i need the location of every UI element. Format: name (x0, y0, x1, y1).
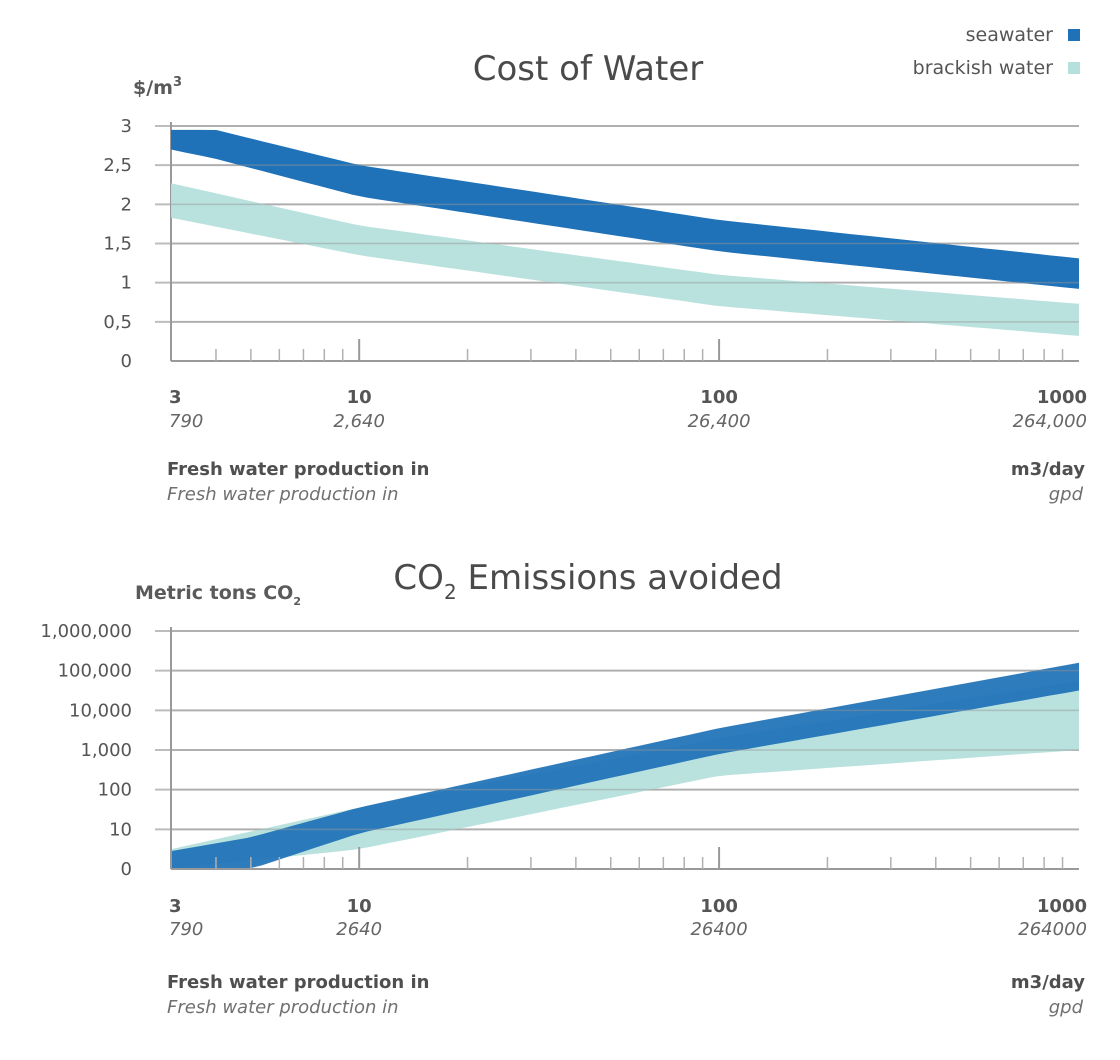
chart2-series (171, 630, 1079, 869)
legend-entry-seawater-label: seawater (966, 24, 1054, 46)
co2-emissions-chart: CO2 Emissions avoided Metric tons CO2 0 1… (40, 558, 1087, 1018)
x-tick-label-secondary: 26400 (690, 919, 747, 940)
chart2-x-unit: m3/day (1011, 972, 1085, 993)
chart1-x-axis: 3 790 10 2,640 100 26,400 1000 264,000 (169, 339, 1087, 432)
y-tick-label: 0 (121, 351, 132, 372)
x-tick-label-secondary: 2640 (336, 919, 382, 940)
chart1-x-axis-label: Fresh water production in (167, 459, 429, 480)
x-tick-label-secondary: 790 (169, 919, 203, 940)
legend-entry-seawater-swatch (1068, 29, 1080, 41)
chart2-y-axis-label: Metric tons CO2 (135, 582, 301, 608)
y-tick-label: 3 (121, 116, 132, 137)
y-tick-label: 0 (121, 859, 132, 880)
chart2-title: CO2 Emissions avoided (393, 558, 782, 604)
legend-entry-brackish-swatch (1068, 62, 1080, 74)
x-tick-label-secondary: 26,400 (688, 411, 751, 432)
x-tick-label: 100 (700, 387, 738, 408)
x-tick-label-secondary: 790 (169, 411, 203, 432)
y-tick-label: 2 (121, 194, 132, 215)
x-tick-label: 3 (169, 896, 182, 917)
y-tick-label: 1,000,000 (40, 621, 132, 642)
chart1-x-unit-secondary: gpd (1049, 484, 1084, 505)
chart2-y-ticks: 0 10 100 1,000 10,000 100,000 1,000,000 (40, 621, 132, 880)
y-tick-label: 10 (109, 819, 132, 840)
chart2-x-unit-secondary: gpd (1049, 997, 1084, 1018)
chart1-series (171, 125, 1079, 336)
x-tick-label-secondary: 264000 (1018, 919, 1087, 940)
y-tick-label: 100 (98, 780, 132, 801)
chart1-x-unit: m3/day (1011, 459, 1085, 480)
cost-of-water-chart: Cost of Water $/m3 0 0,5 1 1,5 2 2,5 3 3 790 10 2… (103, 49, 1087, 505)
x-tick-label: 10 (347, 896, 372, 917)
chart2-x-axis-label: Fresh water production in (167, 972, 429, 993)
y-tick-label: 2,5 (103, 155, 132, 176)
x-tick-label-secondary: 264,000 (1013, 411, 1087, 432)
y-tick-label: 10,000 (69, 700, 132, 721)
chart1-title: Cost of Water (473, 49, 704, 89)
x-tick-label: 1000 (1037, 896, 1087, 917)
x-tick-label-secondary: 2,640 (333, 411, 385, 432)
chart2-x-axis-label-secondary: Fresh water production in (167, 997, 399, 1018)
x-tick-label: 1000 (1037, 387, 1087, 408)
y-tick-label: 100,000 (58, 661, 132, 682)
chart1-y-ticks: 0 0,5 1 1,5 2 2,5 3 (103, 116, 132, 372)
y-tick-label: 0,5 (103, 312, 132, 333)
x-tick-label: 10 (347, 387, 372, 408)
y-tick-label: 1,5 (103, 234, 132, 255)
legend-entry-brackish-label: brackish water (913, 57, 1054, 79)
y-tick-label: 1 (121, 273, 132, 294)
x-tick-label: 3 (169, 387, 182, 408)
x-tick-label: 100 (700, 896, 738, 917)
chart1-x-axis-label-secondary: Fresh water production in (167, 484, 399, 505)
band-seawater (171, 129, 1079, 289)
chart1-y-axis-label: $/m3 (133, 75, 182, 99)
legend: seawater brackish water (913, 24, 1080, 79)
y-tick-label: 1,000 (80, 740, 132, 761)
band-brackish-water (171, 183, 1079, 336)
band-seawater (171, 662, 1079, 869)
